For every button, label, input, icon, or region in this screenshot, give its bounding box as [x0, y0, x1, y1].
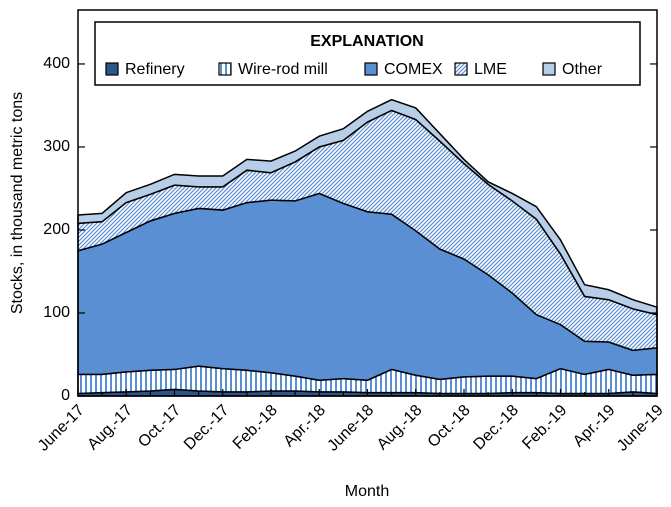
y-axis-label: Stocks, in thousand metric tons	[9, 92, 26, 314]
x-tick-label: Dec.-17	[181, 402, 233, 454]
x-axis-label: Month	[345, 483, 389, 500]
legend-label: COMEX	[384, 61, 443, 78]
x-tick-label: Feb.-19	[519, 402, 570, 453]
legend-swatch	[454, 62, 468, 76]
x-tick-label: June-19	[614, 402, 667, 455]
x-tick-label: Apr.-18	[281, 402, 330, 451]
x-tick-label: Oct.-18	[425, 402, 474, 451]
legend-swatch	[542, 62, 556, 76]
x-tick-label: June-18	[324, 402, 377, 455]
y-tick-label: 400	[43, 55, 70, 72]
legend-swatch	[105, 62, 119, 76]
legend-label: LME	[474, 61, 507, 78]
legend-label: Wire-rod mill	[238, 61, 328, 78]
x-tick-label: Feb.-18	[230, 402, 281, 453]
y-tick-label: 200	[43, 221, 70, 238]
legend-label: Other	[562, 61, 603, 78]
x-tick-label: Apr.-19	[570, 402, 619, 451]
legend-title: EXPLANATION	[310, 33, 423, 50]
x-tick-label: Oct.-17	[135, 402, 184, 451]
x-tick-label: June-17	[35, 402, 88, 455]
x-tick-label: Dec.-18	[470, 402, 522, 454]
legend-swatch	[364, 62, 378, 76]
legend-label: Refinery	[125, 61, 185, 78]
legend-swatch	[218, 62, 232, 76]
x-tick-label: Aug.-17	[84, 402, 136, 454]
y-tick-label: 300	[43, 138, 70, 155]
y-tick-label: 0	[61, 387, 70, 404]
x-tick-label: Aug.-18	[374, 402, 426, 454]
y-tick-label: 100	[43, 304, 70, 321]
